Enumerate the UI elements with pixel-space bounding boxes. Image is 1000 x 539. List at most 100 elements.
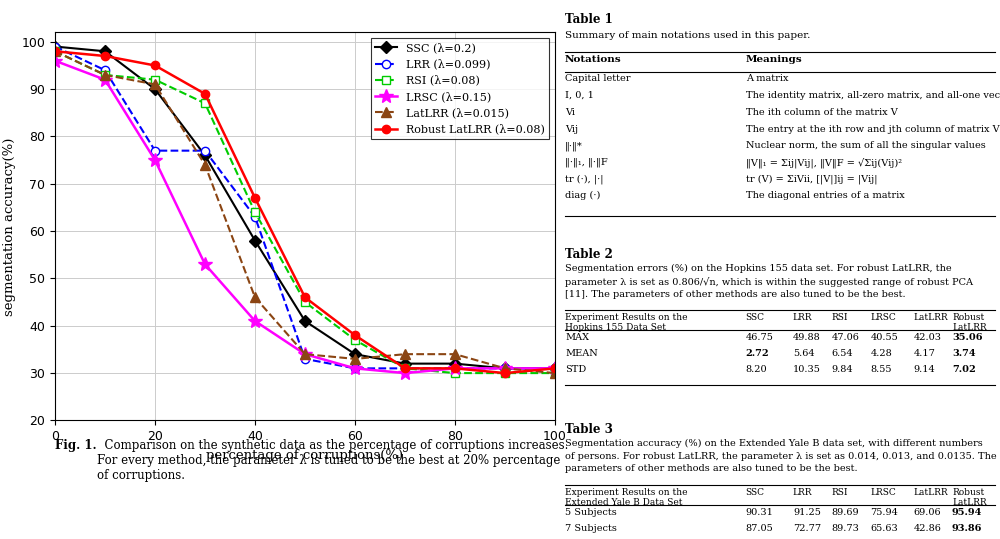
Text: 42.86: 42.86 xyxy=(913,524,941,533)
Text: Nuclear norm, the sum of all the singular values: Nuclear norm, the sum of all the singula… xyxy=(746,141,985,150)
Robust LatLRR (λ=0.08) xyxy=(149,62,161,68)
SSC (λ=0.2) xyxy=(249,237,261,244)
Text: SSC: SSC xyxy=(746,488,765,497)
Text: I, 0, 1: I, 0, 1 xyxy=(565,91,594,100)
SSC (λ=0.2) xyxy=(299,318,311,324)
LRR (λ=0.099) xyxy=(249,213,261,220)
Text: Table 3: Table 3 xyxy=(565,423,613,436)
Text: Meanings: Meanings xyxy=(746,55,802,64)
Text: Comparison on the synthetic data as the percentage of corruptions increases.
For: Comparison on the synthetic data as the … xyxy=(97,439,568,482)
LatLRR (λ=0.015) xyxy=(549,370,561,376)
X-axis label: percentage of corruptions(%): percentage of corruptions(%) xyxy=(206,448,404,462)
LatLRR (λ=0.015) xyxy=(299,351,311,357)
Text: MEAN: MEAN xyxy=(565,349,598,358)
Text: 8.55: 8.55 xyxy=(870,365,892,374)
Text: 9.14: 9.14 xyxy=(913,365,935,374)
Text: 65.63: 65.63 xyxy=(870,524,898,533)
LatLRR (λ=0.015) xyxy=(399,351,411,357)
Robust LatLRR (λ=0.08) xyxy=(499,370,511,376)
LatLRR (λ=0.015) xyxy=(49,48,61,54)
RSI (λ=0.08) xyxy=(149,77,161,83)
RSI (λ=0.08) xyxy=(299,299,311,305)
Text: Experiment Results on the
Hopkins 155 Data Set: Experiment Results on the Hopkins 155 Da… xyxy=(565,313,688,332)
Text: 5 Subjects: 5 Subjects xyxy=(565,508,617,517)
Text: 5.64: 5.64 xyxy=(793,349,815,358)
LRSC (λ=0.15) xyxy=(99,77,111,83)
Text: The ith column of the matrix V: The ith column of the matrix V xyxy=(746,108,897,117)
LatLRR (λ=0.015) xyxy=(449,351,461,357)
Line: LRSC (λ=0.15): LRSC (λ=0.15) xyxy=(48,54,562,380)
SSC (λ=0.2) xyxy=(349,351,361,357)
RSI (λ=0.08) xyxy=(449,370,461,376)
LatLRR (λ=0.015) xyxy=(349,356,361,362)
Legend: SSC (λ=0.2), LRR (λ=0.099), RSI (λ=0.08), LRSC (λ=0.15), LatLRR (λ=0.015), Robus: SSC (λ=0.2), LRR (λ=0.099), RSI (λ=0.08)… xyxy=(371,38,549,139)
Robust LatLRR (λ=0.08) xyxy=(49,48,61,54)
LRR (λ=0.099) xyxy=(199,148,211,154)
Line: SSC (λ=0.2): SSC (λ=0.2) xyxy=(51,43,559,372)
Text: 72.77: 72.77 xyxy=(793,524,821,533)
Text: 3.74: 3.74 xyxy=(952,349,976,358)
SSC (λ=0.2) xyxy=(449,361,461,367)
LRSC (λ=0.15) xyxy=(199,261,211,267)
RSI (λ=0.08) xyxy=(399,365,411,371)
LRSC (λ=0.15) xyxy=(299,351,311,357)
Text: Robust
LatLRR: Robust LatLRR xyxy=(952,488,987,507)
Text: Table 1: Table 1 xyxy=(565,13,613,26)
Robust LatLRR (λ=0.08) xyxy=(399,365,411,371)
Text: 90.31: 90.31 xyxy=(746,508,773,517)
SSC (λ=0.2) xyxy=(99,48,111,54)
Text: Capital letter: Capital letter xyxy=(565,74,631,84)
RSI (λ=0.08) xyxy=(349,337,361,343)
Text: STD: STD xyxy=(565,365,586,374)
LRR (λ=0.099) xyxy=(299,356,311,362)
Text: 9.84: 9.84 xyxy=(832,365,853,374)
Text: tr (V) = ΣiVii, [|V|]ij = |Vij|: tr (V) = ΣiVii, [|V|]ij = |Vij| xyxy=(746,175,877,184)
LatLRR (λ=0.015) xyxy=(99,72,111,78)
Robust LatLRR (λ=0.08) xyxy=(549,365,561,371)
SSC (λ=0.2) xyxy=(499,365,511,371)
Line: LatLRR (λ=0.015): LatLRR (λ=0.015) xyxy=(50,46,560,378)
Text: 49.88: 49.88 xyxy=(793,333,821,342)
Text: SSC: SSC xyxy=(746,313,765,322)
Text: LRSC: LRSC xyxy=(870,313,896,322)
Text: ‖V‖₁ = Σij|Vij|, ‖V‖F = √Σij(Vij)²: ‖V‖₁ = Σij|Vij|, ‖V‖F = √Σij(Vij)² xyxy=(746,158,902,168)
Text: Segmentation errors (%) on the Hopkins 155 data set. For robust LatLRR, the
para: Segmentation errors (%) on the Hopkins 1… xyxy=(565,264,973,299)
Text: 35.06: 35.06 xyxy=(952,333,982,342)
Text: The diagonal entries of a matrix: The diagonal entries of a matrix xyxy=(746,191,904,201)
Text: 89.73: 89.73 xyxy=(832,524,859,533)
Text: 4.17: 4.17 xyxy=(913,349,935,358)
Text: LatLRR: LatLRR xyxy=(913,488,948,497)
Text: 2.72: 2.72 xyxy=(746,349,769,358)
Text: tr (·), |·|: tr (·), |·| xyxy=(565,175,604,184)
LatLRR (λ=0.015) xyxy=(249,294,261,301)
Text: Summary of main notations used in this paper.: Summary of main notations used in this p… xyxy=(565,31,810,40)
Text: Notations: Notations xyxy=(565,55,622,64)
RSI (λ=0.08) xyxy=(499,370,511,376)
LRR (λ=0.099) xyxy=(149,148,161,154)
SSC (λ=0.2) xyxy=(399,361,411,367)
Text: 7.02: 7.02 xyxy=(952,365,976,374)
LRR (λ=0.099) xyxy=(499,365,511,371)
SSC (λ=0.2) xyxy=(149,86,161,92)
Robust LatLRR (λ=0.08) xyxy=(449,365,461,371)
Text: Robust
LatLRR: Robust LatLRR xyxy=(952,313,987,332)
Text: A matrix: A matrix xyxy=(746,74,788,84)
Text: 89.69: 89.69 xyxy=(832,508,859,517)
Text: LRR: LRR xyxy=(793,488,812,497)
Text: 42.03: 42.03 xyxy=(913,333,941,342)
Y-axis label: segmentation accuracy(%): segmentation accuracy(%) xyxy=(3,137,16,315)
Text: 10.35: 10.35 xyxy=(793,365,821,374)
SSC (λ=0.2) xyxy=(549,365,561,371)
Text: LatLRR: LatLRR xyxy=(913,313,948,322)
Text: RSI: RSI xyxy=(832,313,848,322)
Text: Vi: Vi xyxy=(565,108,575,117)
Text: 75.94: 75.94 xyxy=(870,508,898,517)
RSI (λ=0.08) xyxy=(549,370,561,376)
Robust LatLRR (λ=0.08) xyxy=(199,91,211,97)
LRSC (λ=0.15) xyxy=(249,318,261,324)
LRR (λ=0.099) xyxy=(349,365,361,371)
Text: Segmentation accuracy (%) on the Extended Yale B data set, with different number: Segmentation accuracy (%) on the Extende… xyxy=(565,439,997,473)
SSC (λ=0.2) xyxy=(49,43,61,50)
Text: 87.05: 87.05 xyxy=(746,524,773,533)
Text: The identity matrix, all-zero matrix, and all-one vector: The identity matrix, all-zero matrix, an… xyxy=(746,91,1000,100)
